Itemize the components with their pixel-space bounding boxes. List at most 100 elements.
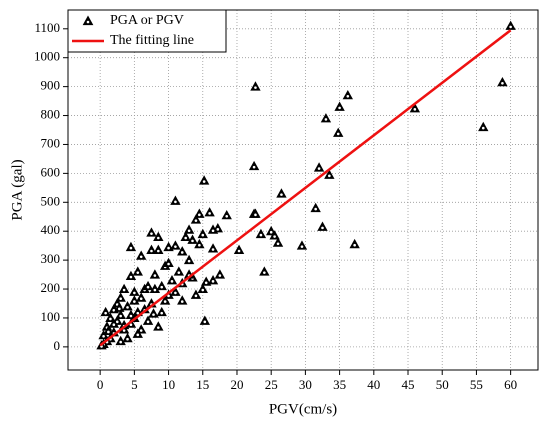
scatter-point bbox=[183, 224, 195, 234]
scatter-point bbox=[221, 209, 232, 220]
y-axis-label: PGA (gal) bbox=[9, 159, 25, 220]
scatter-point-center bbox=[167, 246, 170, 250]
scatter-point-center bbox=[167, 294, 170, 298]
scatter-point-center bbox=[170, 280, 174, 283]
x-tick-label: 35 bbox=[333, 377, 346, 392]
scatter-point bbox=[170, 195, 181, 205]
scatter-point-center bbox=[177, 271, 181, 274]
scatter-point-center bbox=[102, 335, 105, 338]
scatter-point-center bbox=[136, 333, 140, 337]
scatter-point-center bbox=[208, 212, 211, 215]
y-tick-label: 800 bbox=[41, 107, 61, 122]
scatter-point-center bbox=[338, 106, 341, 110]
scatter-point bbox=[409, 102, 421, 113]
scatter-point-center bbox=[146, 320, 150, 324]
scatter-point bbox=[146, 244, 157, 254]
scatter-point-center bbox=[211, 280, 215, 283]
scatter-point bbox=[125, 270, 137, 281]
scatter-point bbox=[166, 275, 178, 285]
legend-box bbox=[67, 9, 227, 53]
scatter-point bbox=[259, 266, 270, 276]
scatter-point-center bbox=[252, 165, 256, 169]
scatter-point bbox=[173, 266, 185, 276]
scatter-point bbox=[180, 231, 191, 241]
scatter-point bbox=[255, 228, 267, 239]
scatter-point bbox=[125, 241, 137, 252]
x-tick-label: 5 bbox=[131, 377, 138, 392]
scatter-point-center bbox=[160, 285, 164, 289]
scatter-point-center bbox=[218, 274, 222, 277]
scatter-point bbox=[183, 254, 195, 265]
scatter-point bbox=[310, 202, 321, 213]
scatter-point-center bbox=[104, 311, 107, 315]
scatter-point-center bbox=[115, 320, 119, 324]
scatter-point bbox=[324, 169, 335, 179]
scatter-point bbox=[156, 306, 167, 317]
scatter-point-center bbox=[129, 314, 133, 318]
scatter-point bbox=[296, 240, 308, 250]
x-tick-label: 60 bbox=[504, 377, 517, 392]
x-tick-label: 55 bbox=[470, 377, 483, 392]
scatter-point-center bbox=[336, 132, 340, 136]
y-tick-label: 400 bbox=[41, 222, 61, 237]
scatter-point-center bbox=[300, 245, 304, 248]
scatter-point-center bbox=[129, 275, 133, 279]
scatter-point-center bbox=[122, 329, 126, 332]
scatter-point-center bbox=[119, 340, 122, 344]
scatter-point-center bbox=[129, 323, 133, 327]
scatter-point-center bbox=[126, 306, 129, 309]
scatter-point bbox=[250, 208, 261, 218]
scatter-point-center bbox=[501, 81, 504, 85]
scatter-point bbox=[266, 225, 277, 236]
scatter-point-center bbox=[201, 288, 205, 292]
y-tick-label: 600 bbox=[41, 164, 61, 179]
scatter-point bbox=[204, 207, 215, 217]
scatter-point bbox=[214, 269, 226, 279]
y-tick-label: 700 bbox=[41, 135, 61, 150]
scatter-point bbox=[129, 286, 140, 296]
scatter-point bbox=[276, 188, 287, 198]
scatter-point bbox=[248, 160, 260, 171]
y-tick-label: 1000 bbox=[34, 49, 60, 64]
scatter-point-center bbox=[187, 259, 191, 263]
scatter-point bbox=[333, 127, 344, 137]
scatter-point bbox=[163, 257, 174, 268]
y-tick-label: 300 bbox=[41, 251, 61, 266]
scatter-point-center bbox=[174, 200, 177, 204]
scatter-point bbox=[233, 244, 245, 254]
scatter-point-center bbox=[174, 245, 177, 248]
scatter-point-center bbox=[211, 248, 215, 251]
scatter-point bbox=[177, 295, 188, 305]
scatter-point-center bbox=[202, 180, 206, 183]
y-tick-label: 0 bbox=[54, 338, 61, 353]
scatter-point bbox=[122, 332, 133, 343]
scatter-point-center bbox=[139, 297, 143, 301]
scatter-point bbox=[115, 292, 126, 302]
scatter-point-center bbox=[163, 300, 167, 303]
scatter-point bbox=[122, 301, 133, 311]
scatter-point-center bbox=[150, 232, 153, 235]
scatter-point bbox=[146, 227, 157, 237]
scatter-point-center bbox=[353, 243, 356, 247]
scatter-point-center bbox=[184, 236, 187, 240]
x-axis-label: PGV(cm/s) bbox=[269, 401, 337, 417]
scatter-point-center bbox=[109, 317, 112, 321]
scatter-point bbox=[118, 283, 130, 294]
scatter-point bbox=[156, 280, 167, 291]
scatter-point bbox=[108, 318, 120, 328]
scatter-point bbox=[207, 224, 219, 234]
scatter-point bbox=[207, 243, 219, 253]
scatter-point bbox=[349, 238, 360, 249]
scatter-point-center bbox=[112, 323, 116, 327]
x-tick-label: 40 bbox=[367, 377, 380, 392]
scatter-point-center bbox=[237, 249, 241, 253]
scatter-point-center bbox=[263, 271, 266, 274]
scatter-point-center bbox=[107, 330, 110, 334]
scatter-point-center bbox=[136, 271, 140, 274]
scatter-point-center bbox=[191, 239, 194, 243]
scatter-point-center bbox=[203, 320, 207, 324]
scatter-point bbox=[149, 269, 161, 279]
scatter-point-center bbox=[276, 242, 280, 246]
scatter-point bbox=[129, 295, 140, 305]
